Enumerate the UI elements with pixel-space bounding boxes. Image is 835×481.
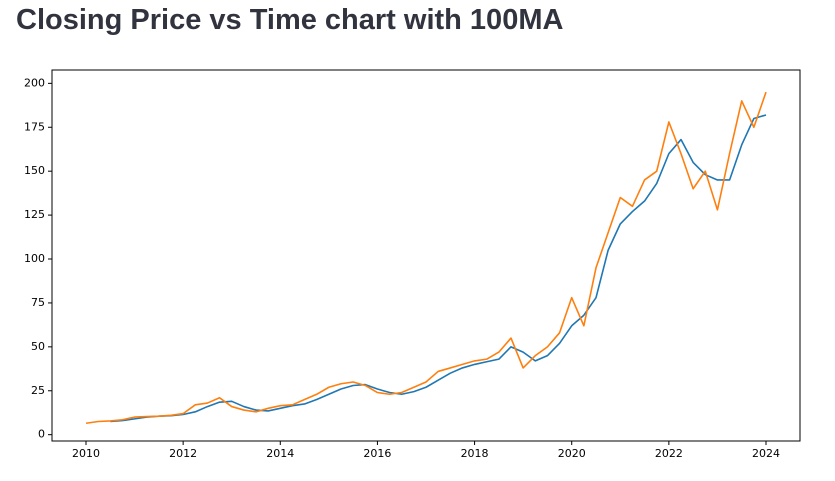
y-tick-label: 200: [24, 76, 45, 89]
axes-frame: [51, 69, 801, 442]
y-tick-label: 50: [31, 340, 45, 353]
y-tick-label: 175: [24, 120, 45, 133]
y-tick-label: 25: [31, 384, 45, 397]
x-tick-label: 2022: [655, 447, 683, 460]
y-tick-label: 0: [38, 428, 45, 441]
y-tick-label: 125: [24, 208, 45, 221]
series-line: [110, 114, 767, 423]
x-tick-label: 2020: [558, 447, 586, 460]
x-tick-label: 2012: [169, 447, 197, 460]
x-tick-label: 2024: [752, 447, 780, 460]
x-tick-label: 2014: [266, 447, 294, 460]
y-tick-label: 100: [24, 252, 45, 265]
x-tick-label: 2016: [363, 447, 391, 460]
y-tick-label: 150: [24, 164, 45, 177]
y-tick-label: 75: [31, 296, 45, 309]
x-tick-label: 2010: [72, 447, 100, 460]
series-line: [85, 91, 767, 425]
x-tick-label: 2018: [461, 447, 489, 460]
chart-title: Closing Price vs Time chart with 100MA: [16, 4, 564, 36]
